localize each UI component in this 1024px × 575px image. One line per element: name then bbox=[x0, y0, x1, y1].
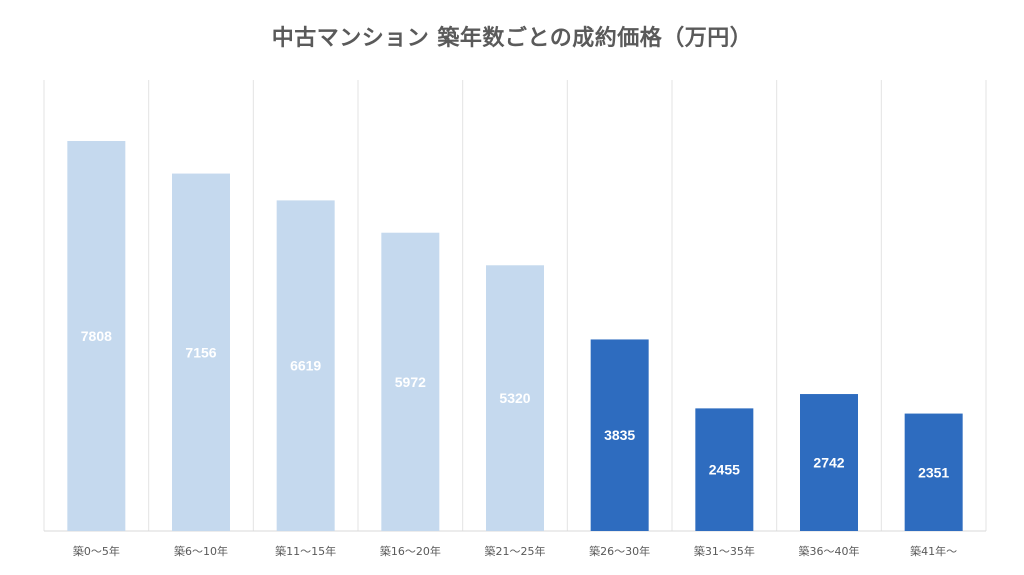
bar-value-label: 5972 bbox=[395, 374, 426, 390]
bar bbox=[276, 200, 335, 531]
x-tick-label: 築26〜30年 bbox=[589, 544, 650, 558]
bar-value-label: 3835 bbox=[604, 427, 635, 443]
bar bbox=[904, 413, 963, 531]
x-tick-labels: 築0〜5年 築6〜10年 築11〜15年 築16〜20年 築21〜25年 築26〜30年 築… bbox=[73, 544, 957, 558]
x-tick-label: 築36〜40年 bbox=[799, 544, 860, 558]
bar bbox=[67, 141, 126, 531]
bar-value-label: 6619 bbox=[290, 358, 321, 374]
bar bbox=[486, 265, 544, 531]
bar-value-label: 7808 bbox=[81, 328, 112, 344]
bar-value-label: 5320 bbox=[499, 390, 530, 406]
x-tick-label: 築0〜5年 bbox=[73, 544, 120, 558]
x-tick-label: 築31〜35年 bbox=[694, 544, 755, 558]
bar-value-label: 2742 bbox=[813, 455, 844, 471]
bar bbox=[590, 339, 649, 531]
x-tick-label: 築21〜25年 bbox=[485, 544, 546, 558]
chart-title: 中古マンション 築年数ごとの成約価格（万円） bbox=[271, 26, 753, 51]
bar-value-labels: 7808 7156 6619 5972 5320 3835 2455 2742 2351 bbox=[81, 328, 950, 480]
bars bbox=[67, 141, 963, 532]
bar bbox=[172, 173, 230, 532]
x-tick-label: 築16〜20年 bbox=[380, 544, 441, 558]
bar-value-label: 7156 bbox=[185, 344, 216, 360]
bar bbox=[381, 232, 440, 532]
bar bbox=[800, 394, 858, 531]
bar-value-label: 2455 bbox=[709, 462, 740, 478]
x-tick-label: 築6〜10年 bbox=[174, 544, 228, 558]
bar bbox=[695, 408, 754, 531]
bar-value-label: 2351 bbox=[918, 464, 949, 480]
category-gridlines bbox=[43, 80, 987, 531]
x-tick-label: 築41年〜 bbox=[910, 544, 957, 558]
x-tick-label: 築11〜15年 bbox=[275, 544, 336, 558]
